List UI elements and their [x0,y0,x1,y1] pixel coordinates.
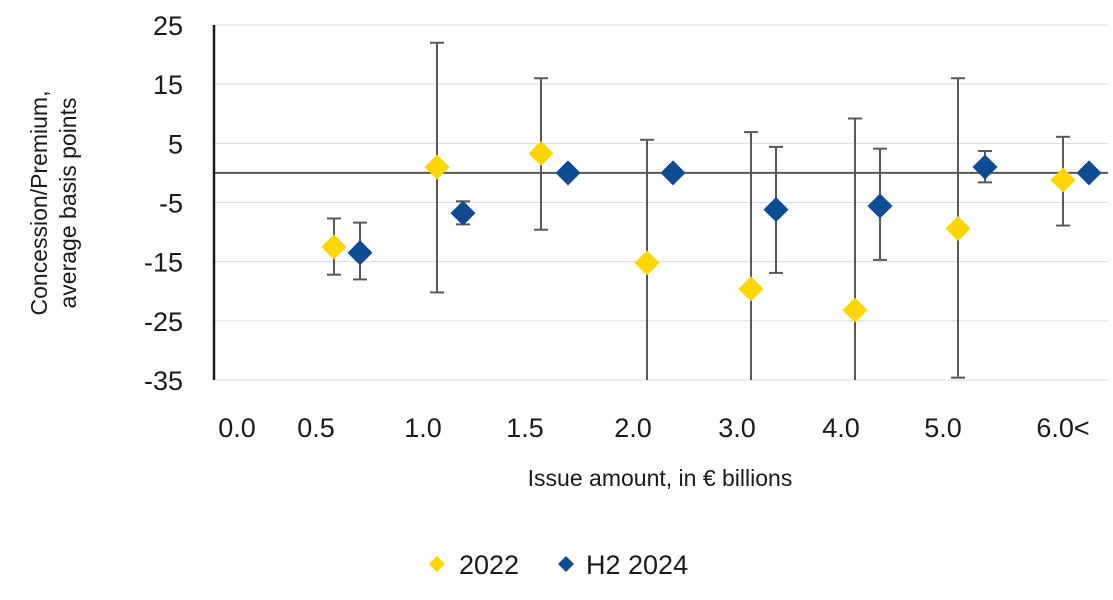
legend-marker [558,556,574,572]
data-point-h2-2024 [867,193,893,219]
legend-label: 2022 [459,550,519,580]
data-point-h2-2024 [347,240,373,266]
data-point-2022 [842,297,868,323]
x-tick-label: 0.5 [297,413,335,443]
data-point-2022 [1050,167,1076,193]
error-bars [327,41,1070,380]
legend-label: H2 2024 [586,550,688,580]
data-point-2022 [738,276,764,302]
x-tick-label: 3.0 [718,413,756,443]
data-point-h2-2024 [763,197,789,223]
y-axis-title-line: Concession/Premium, [26,91,52,316]
x-tick-label: 0.0 [218,413,256,443]
y-tick-label: 25 [153,11,183,41]
legend-marker [429,556,445,572]
data-point-2022 [321,234,347,260]
y-tick-label: 5 [168,129,183,159]
y-axis-title: Concession/Premium, average basis points [26,91,81,316]
data-point-h2-2024 [1076,160,1102,186]
y-tick-label: -35 [144,366,183,396]
data-point-h2-2024 [450,200,476,226]
x-tick-label: 1.5 [506,413,544,443]
y-tick-label: -5 [159,189,183,219]
data-point-h2-2024 [555,160,581,186]
labels: 25 15 5 -5 -15 -25 -35 0.0 0.5 1.0 1.5 2.0 3.0 4.0 5.0… [26,11,1090,491]
x-tick-label: 6.0< [1036,413,1089,443]
data-point-h2-2024 [660,160,686,186]
x-tick-label: 4.0 [822,413,860,443]
y-axis-title-line: average basis points [55,98,81,309]
y-tick-label: -15 [144,248,183,278]
legend: 2022 H2 2024 [429,550,688,580]
x-tick-label: 5.0 [924,413,962,443]
data-point-2022 [424,154,450,180]
grid-layer [214,24,1108,381]
data-point-2022 [634,250,660,276]
y-tick-label: -25 [144,307,183,337]
x-axis-title: Issue amount, in € billions [528,465,793,491]
data-point-h2-2024 [972,154,998,180]
x-tick-label: 2.0 [614,413,652,443]
data-points [321,140,1102,323]
data-point-2022 [528,140,554,166]
y-tick-label: 15 [153,70,183,100]
x-tick-label: 1.0 [404,413,442,443]
data-point-2022 [945,216,971,242]
